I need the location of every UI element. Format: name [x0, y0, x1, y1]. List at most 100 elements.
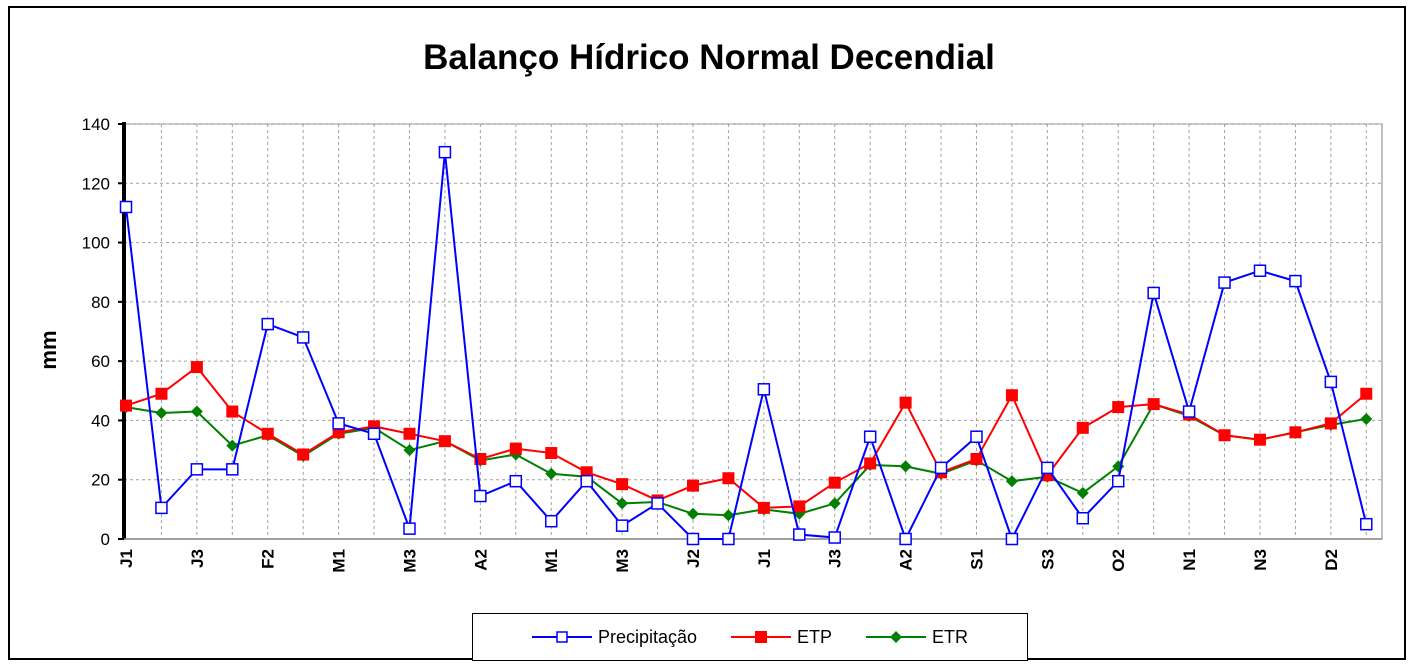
data-point-etr [155, 407, 168, 420]
y-axis-label: mm [36, 330, 61, 369]
data-point-etp [155, 387, 168, 400]
data-point-etp [722, 472, 735, 485]
data-point-precipitacao [438, 145, 452, 159]
data-point-precipitacao [1147, 286, 1160, 300]
data-point-etp [970, 452, 983, 465]
data-point-precipitacao [899, 532, 912, 546]
x-tick-label: S3 [1038, 549, 1057, 570]
legend-label-etp: ETP [797, 626, 833, 647]
x-tick-label: M1 [330, 549, 349, 573]
data-point-precipitacao [615, 519, 629, 532]
x-tick-label: A2 [897, 549, 916, 571]
data-point-precipitacao [1218, 276, 1231, 289]
y-tick-label: 40 [91, 411, 110, 430]
data-point-precipitacao [155, 501, 168, 515]
data-point-etp [545, 447, 558, 460]
legend-label-precipitacao: Precipitação [597, 626, 698, 647]
data-point-precipitacao [226, 463, 239, 476]
x-tick-label: J1 [117, 549, 136, 568]
chart-frame: Balanço Hídrico Normal Decendial Precipi… [8, 6, 1406, 661]
x-tick-label: M3 [400, 549, 419, 573]
data-point-precipitacao [1289, 274, 1302, 288]
data-point-precipitacao [119, 200, 133, 214]
data-point-etr [722, 509, 735, 522]
data-point-precipitacao [1111, 474, 1125, 488]
x-tick-label: O2 [1109, 549, 1128, 572]
legend-swatch-etp [731, 631, 792, 643]
data-point-precipitacao [332, 417, 345, 430]
data-point-etr [403, 444, 416, 457]
y-tick-label: 20 [91, 471, 110, 490]
data-point-precipitacao [403, 522, 416, 535]
data-point-etr [828, 497, 841, 510]
x-tick-label: J1 [755, 549, 774, 568]
data-point-precipitacao [722, 532, 735, 546]
data-point-etr [190, 405, 203, 418]
data-point-etp [438, 435, 451, 448]
y-tick-label: 120 [82, 174, 110, 193]
chart-title: Balanço Hídrico Normal Decendial [423, 38, 995, 77]
data-point-etr [545, 467, 558, 480]
plot-area [123, 123, 1383, 540]
data-point-precipitacao [793, 528, 806, 541]
data-point-precipitacao [828, 531, 841, 544]
data-point-etp [1218, 429, 1231, 442]
data-point-precipitacao [474, 489, 487, 503]
data-point-etp [1112, 401, 1125, 414]
legend-item-etp: ETP [731, 627, 832, 648]
data-point-etp [120, 399, 132, 412]
data-point-etp [297, 448, 310, 461]
x-tick-label: M1 [542, 549, 561, 573]
series-line-1 [125, 365, 1367, 509]
data-point-etp [226, 405, 239, 418]
x-tick-label: J3 [188, 549, 207, 568]
data-point-etr [1360, 412, 1373, 425]
legend-item-precipitacao: Precipitação [531, 626, 698, 648]
data-point-precipitacao [1182, 405, 1196, 418]
x-tick-label: J2 [684, 549, 703, 568]
data-point-precipitacao [757, 383, 771, 396]
data-point-precipitacao [1076, 512, 1090, 525]
data-point-etp [828, 476, 841, 489]
data-point-etp [899, 396, 912, 409]
data-point-etp [686, 479, 699, 492]
data-point-precipitacao [1253, 264, 1267, 277]
legend-label-etr: ETR [932, 626, 969, 647]
data-point-etr [899, 460, 912, 473]
x-tick-label: J3 [826, 549, 845, 568]
legend-swatch-precipitacao [531, 631, 592, 643]
data-point-etp [757, 501, 770, 514]
data-point-etp [1253, 433, 1266, 446]
data-point-etr [1076, 487, 1089, 500]
data-point-etp [190, 361, 203, 374]
data-point-precipitacao [651, 497, 664, 510]
data-point-precipitacao [544, 514, 558, 528]
y-tick-label: 60 [91, 352, 110, 371]
y-tick-label: 0 [101, 530, 110, 549]
data-point-etr [793, 507, 806, 520]
chart-legend: Precipitação ETP ETR [472, 613, 1028, 661]
data-point-precipitacao [863, 430, 877, 443]
data-point-precipitacao [1324, 375, 1338, 389]
data-point-etp [1005, 389, 1018, 402]
data-point-precipitacao [1360, 517, 1373, 531]
data-point-etr [616, 497, 629, 510]
x-tick-label: N1 [1180, 549, 1199, 571]
data-point-precipitacao [934, 461, 948, 475]
data-point-etp [864, 457, 877, 470]
data-point-etp [793, 500, 806, 513]
data-point-etp [1360, 387, 1373, 400]
data-point-etp [1147, 398, 1160, 411]
data-point-etp [1289, 426, 1302, 439]
legend-item-etr: ETR [866, 627, 968, 648]
data-point-precipitacao [190, 463, 204, 476]
data-point-etp [1076, 421, 1089, 434]
data-point-etp [1324, 417, 1337, 430]
legend-swatch-etr [866, 631, 927, 643]
data-point-precipitacao [1041, 461, 1054, 475]
data-point-precipitacao [296, 331, 310, 344]
x-tick-label: F2 [259, 549, 278, 569]
data-point-etp [261, 427, 274, 440]
data-point-precipitacao [686, 532, 700, 546]
